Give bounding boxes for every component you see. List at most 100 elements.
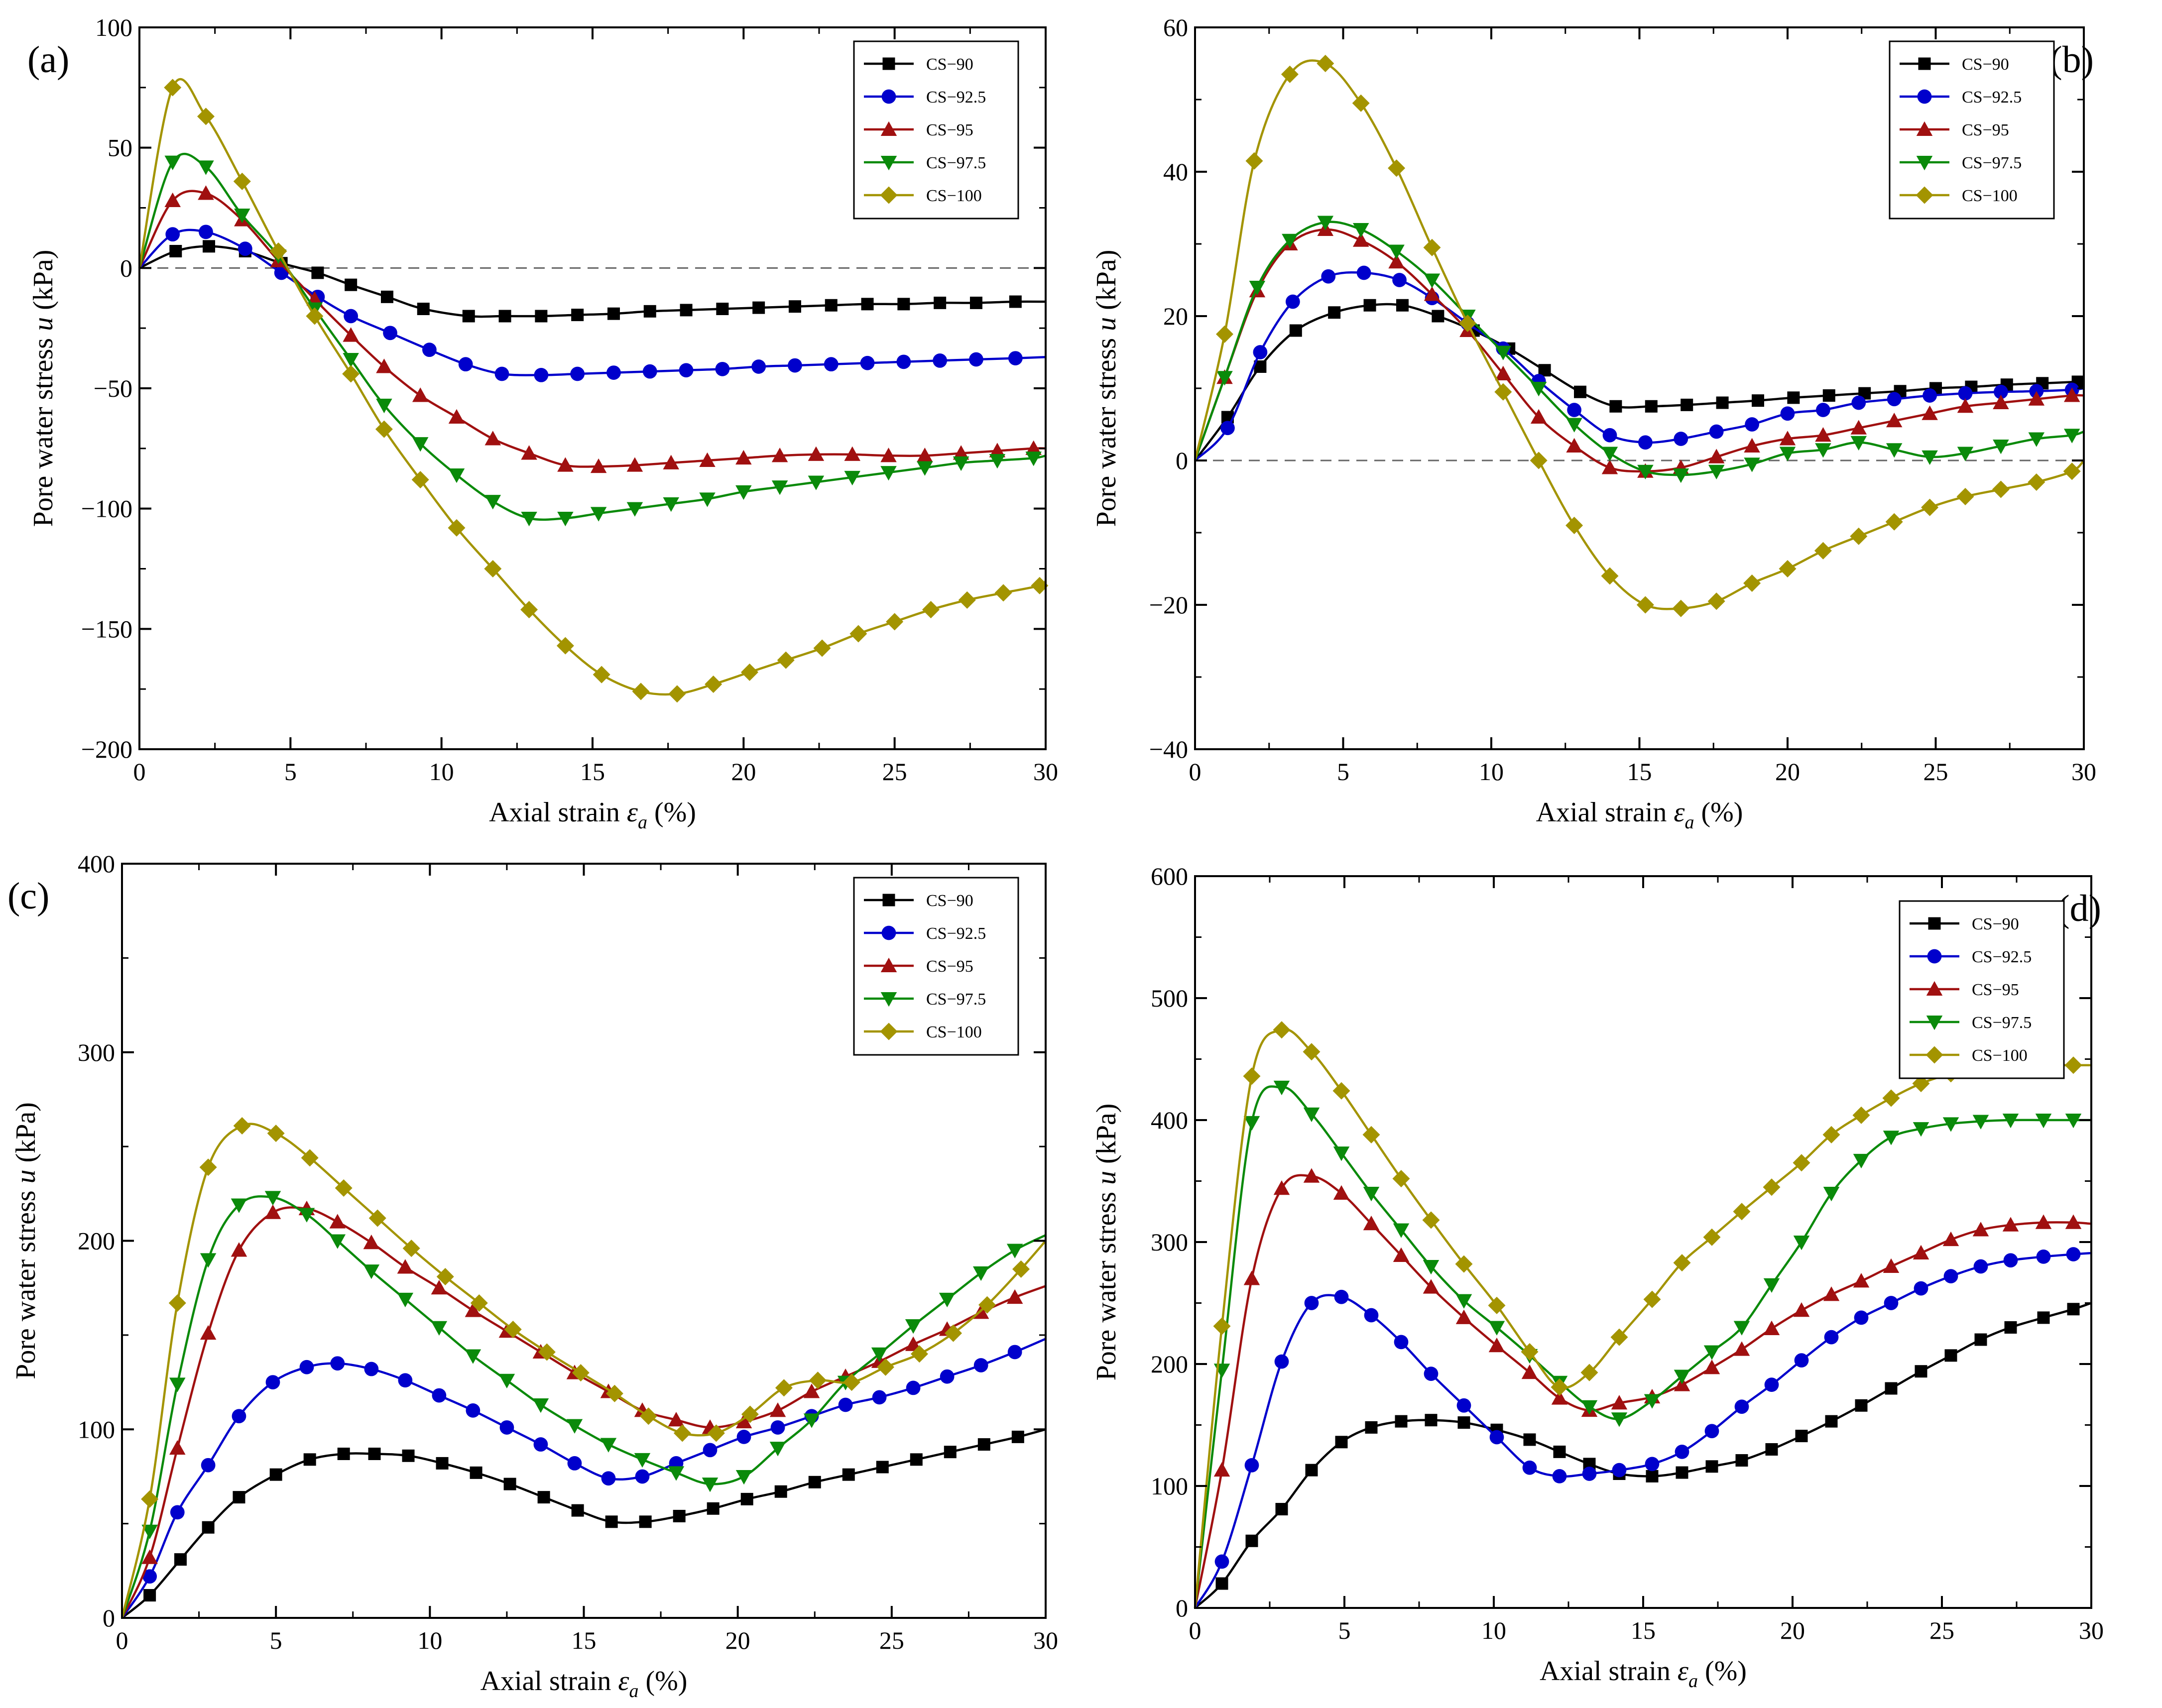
data-point xyxy=(330,1356,345,1371)
y-axis-unit: (kPa) xyxy=(10,1102,41,1169)
data-point xyxy=(1887,392,1902,407)
y-axis-unit: (kPa) xyxy=(1091,1104,1122,1171)
data-point xyxy=(2002,1217,2019,1232)
y-tick-label: 20 xyxy=(1163,302,1188,330)
data-point xyxy=(1393,1247,1410,1262)
data-point xyxy=(788,300,801,313)
series-line xyxy=(1194,228,2084,473)
legend: CS−90 CS−92.5 CS−95 CS−97.5 CS−100 xyxy=(1889,40,2055,220)
data-point xyxy=(383,326,397,341)
x-axis-unit: (%) xyxy=(647,797,696,828)
data-point xyxy=(1363,299,1376,312)
data-point xyxy=(844,446,860,461)
data-point xyxy=(537,1491,550,1504)
data-point xyxy=(1942,1117,1959,1132)
legend-marker-0 xyxy=(1928,917,1941,930)
data-point xyxy=(1281,65,1299,83)
data-point xyxy=(1582,1467,1597,1481)
data-point xyxy=(376,398,392,414)
legend-marker-0 xyxy=(882,894,895,907)
data-point xyxy=(842,1373,860,1391)
data-point xyxy=(2066,1247,2081,1261)
data-point xyxy=(752,301,765,314)
series-2 xyxy=(1194,1168,2092,1608)
data-point xyxy=(448,409,465,424)
data-point xyxy=(1855,1399,1868,1412)
data-point xyxy=(1553,1445,1566,1458)
data-point xyxy=(1763,1278,1780,1293)
data-point xyxy=(1850,436,1867,451)
data-point xyxy=(663,455,679,469)
data-point xyxy=(1743,574,1761,592)
legend-label-1: CS−92.5 xyxy=(926,924,986,943)
data-point xyxy=(1523,1433,1536,1446)
y-tick-label: −50 xyxy=(94,374,132,402)
data-point xyxy=(1956,488,1974,505)
y-axis-symbol: u xyxy=(28,317,59,331)
data-point xyxy=(808,475,825,490)
x-axis-symbol: ε xyxy=(1678,1656,1689,1687)
data-point xyxy=(411,471,429,489)
data-point xyxy=(808,446,825,461)
series-2 xyxy=(138,185,1046,473)
x-axis-symbol: ε xyxy=(627,797,638,828)
data-point xyxy=(1822,389,1835,402)
data-point xyxy=(1220,421,1235,436)
data-point xyxy=(465,1302,481,1317)
x-axis-title-text: Axial strain xyxy=(1536,797,1674,828)
legend-label-2: CS−95 xyxy=(926,957,973,976)
legend-label-1: CS−92.5 xyxy=(1962,88,2022,107)
x-axis-unit: (%) xyxy=(1698,1656,1747,1687)
x-tick-label: 30 xyxy=(1033,1626,1058,1654)
data-point xyxy=(233,172,251,190)
data-point xyxy=(977,1438,990,1451)
data-point xyxy=(462,310,475,323)
data-point xyxy=(1388,244,1405,259)
series-line xyxy=(120,1195,1046,1618)
data-point xyxy=(1213,1317,1231,1335)
data-point xyxy=(590,507,607,522)
x-axis-unit: (%) xyxy=(1694,797,1743,828)
data-point xyxy=(264,1191,281,1206)
data-point xyxy=(2028,432,2045,447)
data-point xyxy=(1993,440,2009,455)
y-axis-unit: (kPa) xyxy=(1091,250,1122,317)
data-point xyxy=(771,448,788,462)
data-point xyxy=(803,1413,820,1428)
data-point xyxy=(1752,394,1764,407)
legend-marker-0 xyxy=(1918,57,1931,70)
data-point xyxy=(1705,1460,1718,1473)
data-point xyxy=(1455,1294,1472,1309)
x-axis-title: Axial strain εa (%) xyxy=(489,797,696,833)
data-point xyxy=(2004,1321,2017,1334)
series-1 xyxy=(1194,265,2084,461)
data-point xyxy=(838,1397,853,1412)
data-point xyxy=(376,358,392,373)
x-tick-label: 0 xyxy=(1189,1616,1201,1644)
data-point xyxy=(1779,447,1796,461)
data-point xyxy=(1637,464,1654,479)
series-4 xyxy=(1194,1021,2091,1608)
data-point xyxy=(1914,1281,1928,1296)
data-point xyxy=(735,1413,752,1429)
data-point xyxy=(197,108,215,125)
data-point xyxy=(590,458,607,473)
data-point xyxy=(1636,596,1654,614)
data-point xyxy=(1602,428,1617,443)
y-tick-label: 300 xyxy=(1151,1228,1188,1256)
data-point xyxy=(200,1325,217,1340)
x-axis-unit: (%) xyxy=(638,1666,687,1697)
data-point xyxy=(199,225,213,239)
data-point xyxy=(803,1383,820,1398)
data-point xyxy=(1304,1296,1319,1310)
data-point xyxy=(2064,1056,2082,1074)
data-point xyxy=(1915,1365,1927,1378)
series-0 xyxy=(121,1428,1046,1619)
data-point xyxy=(1850,527,1868,545)
data-point xyxy=(538,1343,556,1361)
data-point xyxy=(1317,55,1334,72)
data-point xyxy=(1708,464,1725,479)
data-point xyxy=(1423,1279,1440,1294)
data-point xyxy=(269,1468,282,1481)
